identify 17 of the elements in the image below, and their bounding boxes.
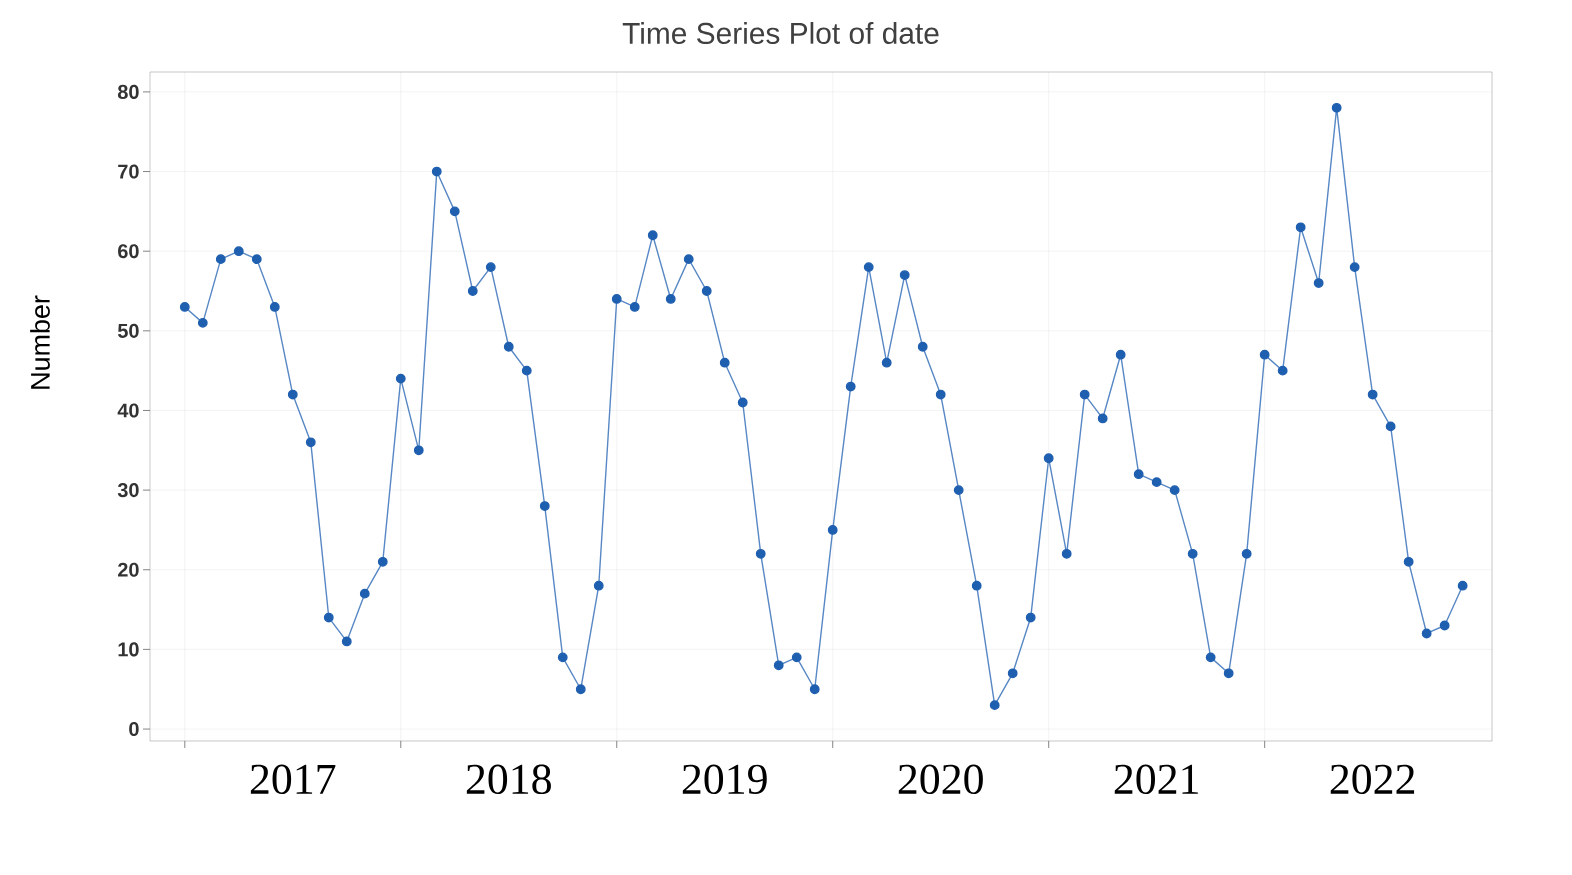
x-tick-label: 2020: [898, 764, 983, 795]
y-axis-title: Number: [30, 295, 50, 389]
y-tick-label: 0: [129, 722, 139, 737]
y-tick-label: 40: [117, 403, 139, 418]
x-tick-label: 2018: [466, 764, 551, 795]
x-tick-label: 2017: [250, 764, 336, 795]
y-tick-label: 60: [118, 244, 139, 259]
y-tick-label: 10: [118, 642, 139, 657]
y-tick-label: 80: [117, 84, 139, 99]
y-tick-label: 50: [117, 323, 139, 338]
chart-title: Time Series Plot of date: [622, 22, 939, 44]
y-tick-label: 30: [117, 483, 139, 498]
y-tick-label: 70: [118, 164, 139, 179]
x-tick-label: 2022: [1330, 764, 1415, 795]
x-tick-label: 2021: [1114, 764, 1198, 795]
y-tick-label: 20: [118, 562, 139, 577]
x-tick-label: 2019: [682, 764, 767, 795]
